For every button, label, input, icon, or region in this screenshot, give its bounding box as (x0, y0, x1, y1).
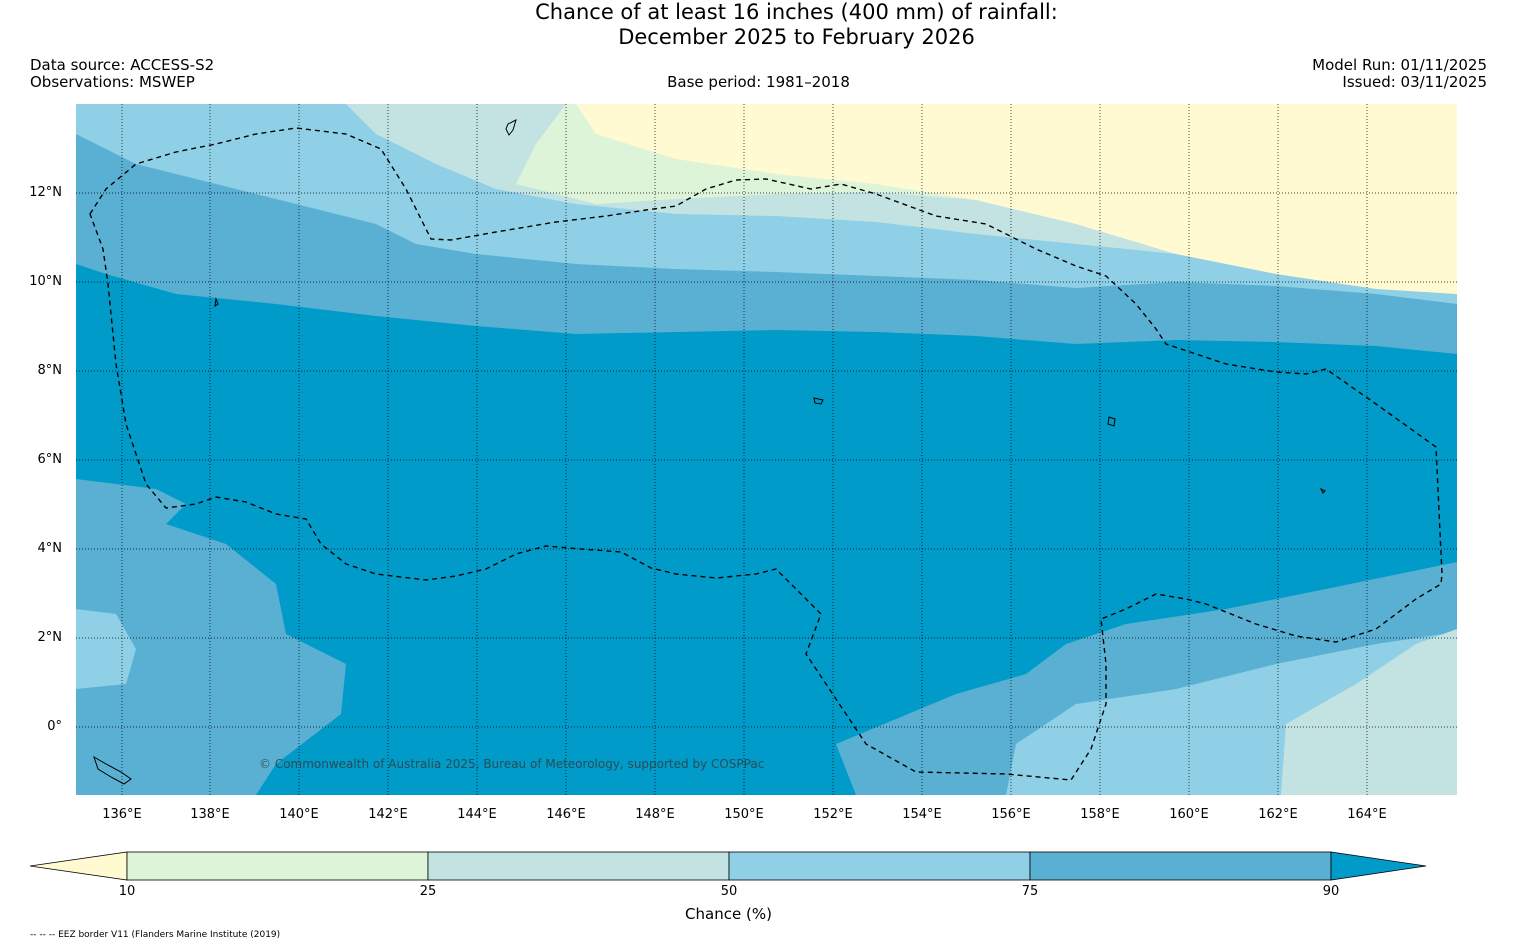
map-title: Chance of at least 16 inches (400 mm) of… (0, 0, 1517, 50)
lat-label: 10°N (29, 274, 62, 289)
lon-label: 136°E (102, 807, 142, 822)
lon-label: 154°E (902, 807, 942, 822)
colorbar-50-75 (728, 851, 1031, 881)
colorbar-under (30, 851, 128, 881)
lon-label: 150°E (724, 807, 764, 822)
colorbar-over (1330, 851, 1427, 881)
lon-label: 164°E (1347, 807, 1387, 822)
lat-label: 12°N (29, 185, 62, 200)
zone-lt10 (576, 104, 1457, 294)
gridlines (76, 104, 1457, 795)
lat-label: 0° (47, 719, 62, 734)
lat-label: 8°N (37, 363, 63, 378)
colorbar-label: Chance (%) (685, 905, 772, 923)
zone-25-50-southeast (1281, 629, 1457, 795)
base-period: Base period: 1981–2018 (667, 73, 850, 91)
lon-label: 156°E (991, 807, 1031, 822)
eez-footnote: -- -- -- EEZ border V11 (Flanders Marine… (30, 930, 281, 940)
lon-label: 158°E (1080, 807, 1120, 822)
map-area[interactable] (76, 104, 1457, 795)
zone-50-75-southwest (76, 609, 136, 689)
lon-label: 146°E (546, 807, 586, 822)
colorbar-tick: 75 (1021, 884, 1039, 899)
header-right: Model Run: 01/11/2025 Issued: 03/11/2025 (1312, 57, 1487, 91)
colorbar-tick: 50 (720, 884, 738, 899)
model-run: Model Run: 01/11/2025 (1312, 56, 1487, 74)
data-source: Data source: ACCESS-S2 (30, 56, 215, 74)
colorbar-25-50 (427, 851, 730, 881)
colorbar-tick: 90 (1322, 884, 1340, 899)
title-line-2: December 2025 to February 2026 (618, 25, 975, 49)
eez-border (89, 127, 1443, 781)
colorbar-10-25 (126, 851, 429, 881)
title-line-1: Chance of at least 16 inches (400 mm) of… (535, 0, 1058, 24)
lon-label: 160°E (1169, 807, 1209, 822)
lon-label: 138°E (190, 807, 230, 822)
lon-label: 142°E (368, 807, 408, 822)
colorbar-tick: 10 (118, 884, 136, 899)
lat-label: 4°N (37, 541, 63, 556)
colorbar-75-90 (1029, 851, 1332, 881)
issued-date: Issued: 03/11/2025 (1342, 73, 1487, 91)
lon-label: 152°E (813, 807, 853, 822)
lon-label: 140°E (279, 807, 319, 822)
colorbar (30, 851, 1427, 881)
lon-label: 144°E (457, 807, 497, 822)
header-left: Data source: ACCESS-S2 Observations: MSW… (30, 57, 214, 91)
islands (93, 119, 1326, 785)
colorbar-tick: 25 (419, 884, 437, 899)
zone-75-90-west (76, 479, 346, 795)
copyright-notice: © Commonwealth of Australia 2025, Bureau… (259, 757, 765, 771)
observations: Observations: MSWEP (30, 73, 195, 91)
lat-label: 2°N (37, 630, 63, 645)
lon-label: 162°E (1258, 807, 1298, 822)
lon-label: 148°E (635, 807, 675, 822)
lat-label: 6°N (37, 452, 63, 467)
map-svg (76, 104, 1457, 795)
